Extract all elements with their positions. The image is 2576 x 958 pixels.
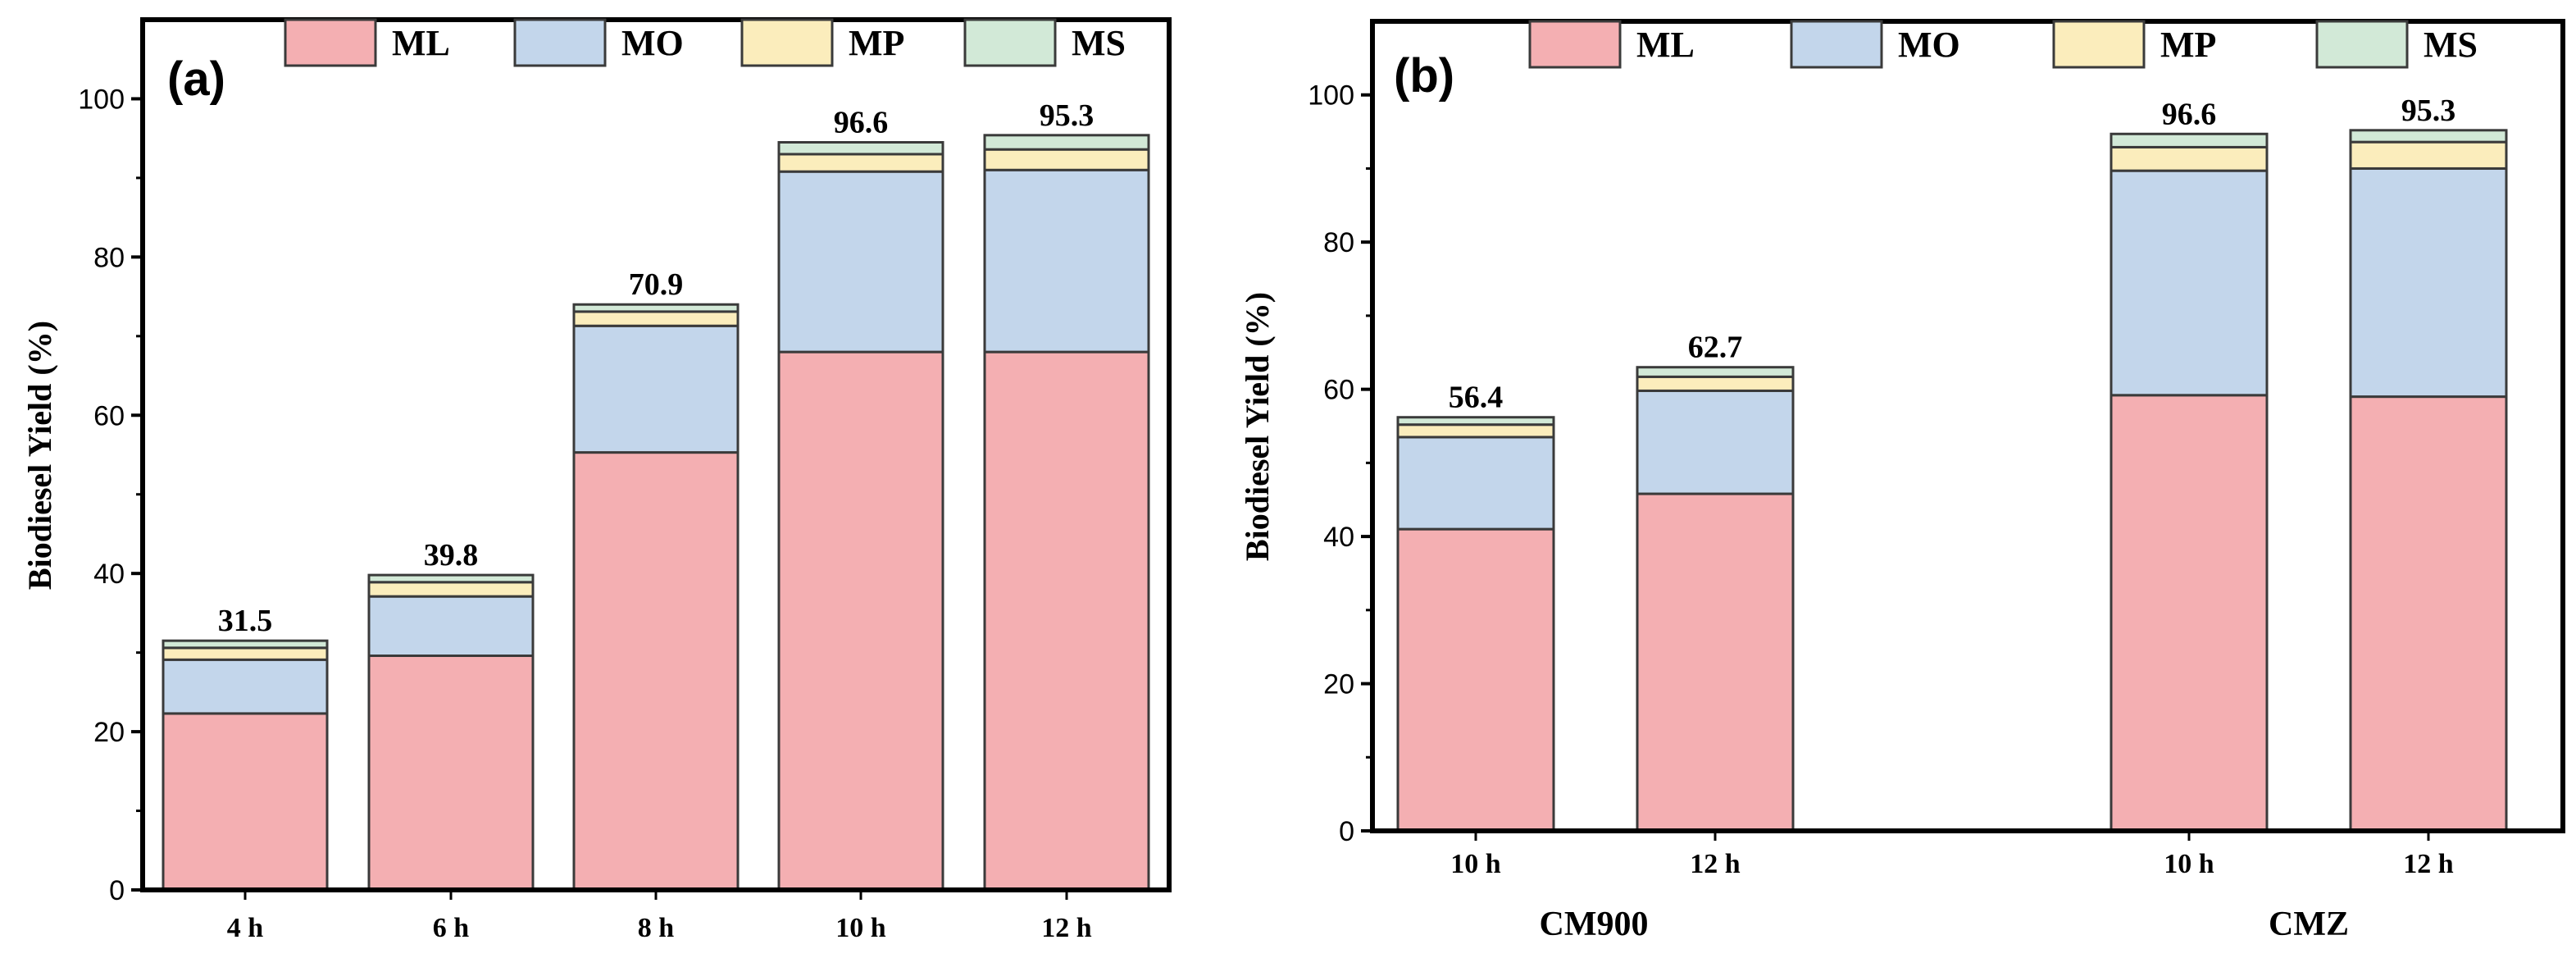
y-tick-label: 20: [93, 717, 125, 748]
bar-mp-2: [572, 310, 740, 327]
y-tick-label: 60: [1323, 375, 1354, 406]
bar-mp-1: [1636, 375, 1795, 392]
bar-ml-1: [367, 654, 535, 892]
bar-mo-2: [572, 324, 740, 454]
legend-swatch-mp: [2052, 20, 2146, 69]
group-label-cmz: CMZ: [2269, 906, 2349, 943]
bar-mo-2: [2109, 169, 2269, 397]
bar-ms-2: [572, 303, 740, 313]
bar-mo-3: [2349, 167, 2508, 399]
bar-ml-3: [2349, 395, 2508, 833]
legend-label-ms: MS: [2424, 25, 2478, 65]
legend-swatch-mo: [1790, 20, 1883, 69]
bar-mp-2: [2109, 145, 2269, 172]
x-tick-label: 12 h: [2403, 849, 2454, 879]
total-label: 95.3: [2401, 94, 2456, 128]
legend-label-mp: MP: [2160, 25, 2216, 65]
bar-mo-0: [162, 658, 329, 715]
x-tick-label: 10 h: [2164, 849, 2214, 879]
bar-ms-0: [1396, 416, 1555, 427]
total-label: 56.4: [1449, 381, 1504, 415]
bar-ms-3: [2349, 129, 2508, 144]
y-tick-label: 100: [1308, 80, 1354, 112]
y-tick-label: 40: [1323, 522, 1354, 553]
legend-label-ml: ML: [392, 23, 450, 63]
bar-mp-0: [1396, 423, 1555, 439]
legend-label-ms: MS: [1072, 23, 1126, 63]
bar-mo-3: [777, 170, 944, 354]
bar-ms-2: [2109, 132, 2269, 148]
y-tick-label: 60: [93, 400, 125, 431]
x-tick-label: 4 h: [227, 913, 264, 943]
bar-ml-2: [2109, 394, 2269, 833]
bar-ml-0: [1396, 527, 1555, 833]
group-label-cm900: CM900: [1540, 906, 1649, 943]
total-label: 39.8: [424, 538, 479, 573]
bar-ml-2: [572, 451, 740, 892]
bar-ml-3: [777, 350, 944, 892]
legend-swatch-ml: [1528, 20, 1622, 69]
bar-ms-1: [367, 573, 535, 584]
bar-mp-3: [2349, 140, 2508, 170]
legend-label-mo: MO: [1898, 25, 1960, 65]
plot-frame: [1370, 19, 2565, 833]
bar-ms-0: [162, 639, 329, 650]
legend-swatch-mp: [740, 18, 834, 67]
legend-swatch-mo: [513, 18, 607, 67]
panel-label: (b): [1394, 49, 1454, 103]
y-tick-label: 80: [93, 242, 125, 273]
y-axis-label: Biodiesel Yield (%): [1239, 292, 1276, 561]
legend-swatch-ms: [2315, 20, 2409, 69]
legend-label-mp: MP: [849, 23, 904, 63]
bar-mp-3: [777, 153, 944, 173]
bar-mo-1: [1636, 389, 1795, 495]
total-label: 96.6: [2162, 97, 2217, 131]
x-tick-label: 10 h: [1450, 849, 1501, 879]
bar-mo-0: [1396, 436, 1555, 531]
y-tick-label: 40: [93, 559, 125, 590]
chart-panel-b: 56.4 10 h 62.7 12 h 96.6 10 h 95.3 12 h 0 20 40 60 8…: [1239, 19, 2565, 943]
bar-ms-3: [777, 141, 944, 156]
total-label: 31.5: [218, 604, 273, 638]
plot-frame: [140, 17, 1172, 892]
y-tick-label: 0: [109, 875, 125, 906]
chart-panel-a: 31.5 4 h 39.8 6 h 70.9 8 h 96.6 10 h 95.3 12 h 0 20…: [21, 17, 1172, 943]
bar-mp-0: [162, 646, 329, 661]
bar-ms-4: [983, 134, 1150, 151]
bar-mp-1: [367, 581, 535, 598]
legend-label-mo: MO: [621, 23, 684, 63]
x-tick-label: 6 h: [433, 913, 470, 943]
bar-ml-4: [983, 350, 1150, 892]
legend-swatch-ms: [963, 18, 1057, 67]
bar-mp-4: [983, 148, 1150, 171]
total-label: 62.7: [1688, 331, 1743, 365]
bar-ml-0: [162, 712, 329, 892]
bar-mo-4: [983, 168, 1150, 354]
total-label: 96.6: [834, 106, 889, 140]
total-label: 95.3: [1040, 98, 1095, 133]
legend: ML MO MP MS: [1528, 20, 2478, 69]
y-tick-label: 100: [78, 84, 125, 115]
legend-swatch-ml: [284, 18, 377, 67]
total-label: 70.9: [629, 267, 684, 302]
legend: ML MO MP MS: [284, 18, 1126, 67]
y-axis-label: Biodiesel Yield (%): [21, 321, 58, 590]
x-tick-label: 10 h: [835, 913, 886, 943]
x-tick-label: 12 h: [1041, 913, 1092, 943]
x-tick-label: 12 h: [1690, 849, 1741, 879]
y-tick-label: 0: [1339, 816, 1354, 847]
y-tick-label: 80: [1323, 227, 1354, 258]
bar-mo-1: [367, 595, 535, 657]
bar-ml-1: [1636, 492, 1795, 833]
bar-ms-1: [1636, 366, 1795, 378]
y-tick-label: 20: [1323, 669, 1354, 700]
legend-label-ml: ML: [1636, 25, 1695, 65]
panel-label: (a): [167, 52, 225, 106]
x-tick-label: 8 h: [638, 913, 675, 943]
